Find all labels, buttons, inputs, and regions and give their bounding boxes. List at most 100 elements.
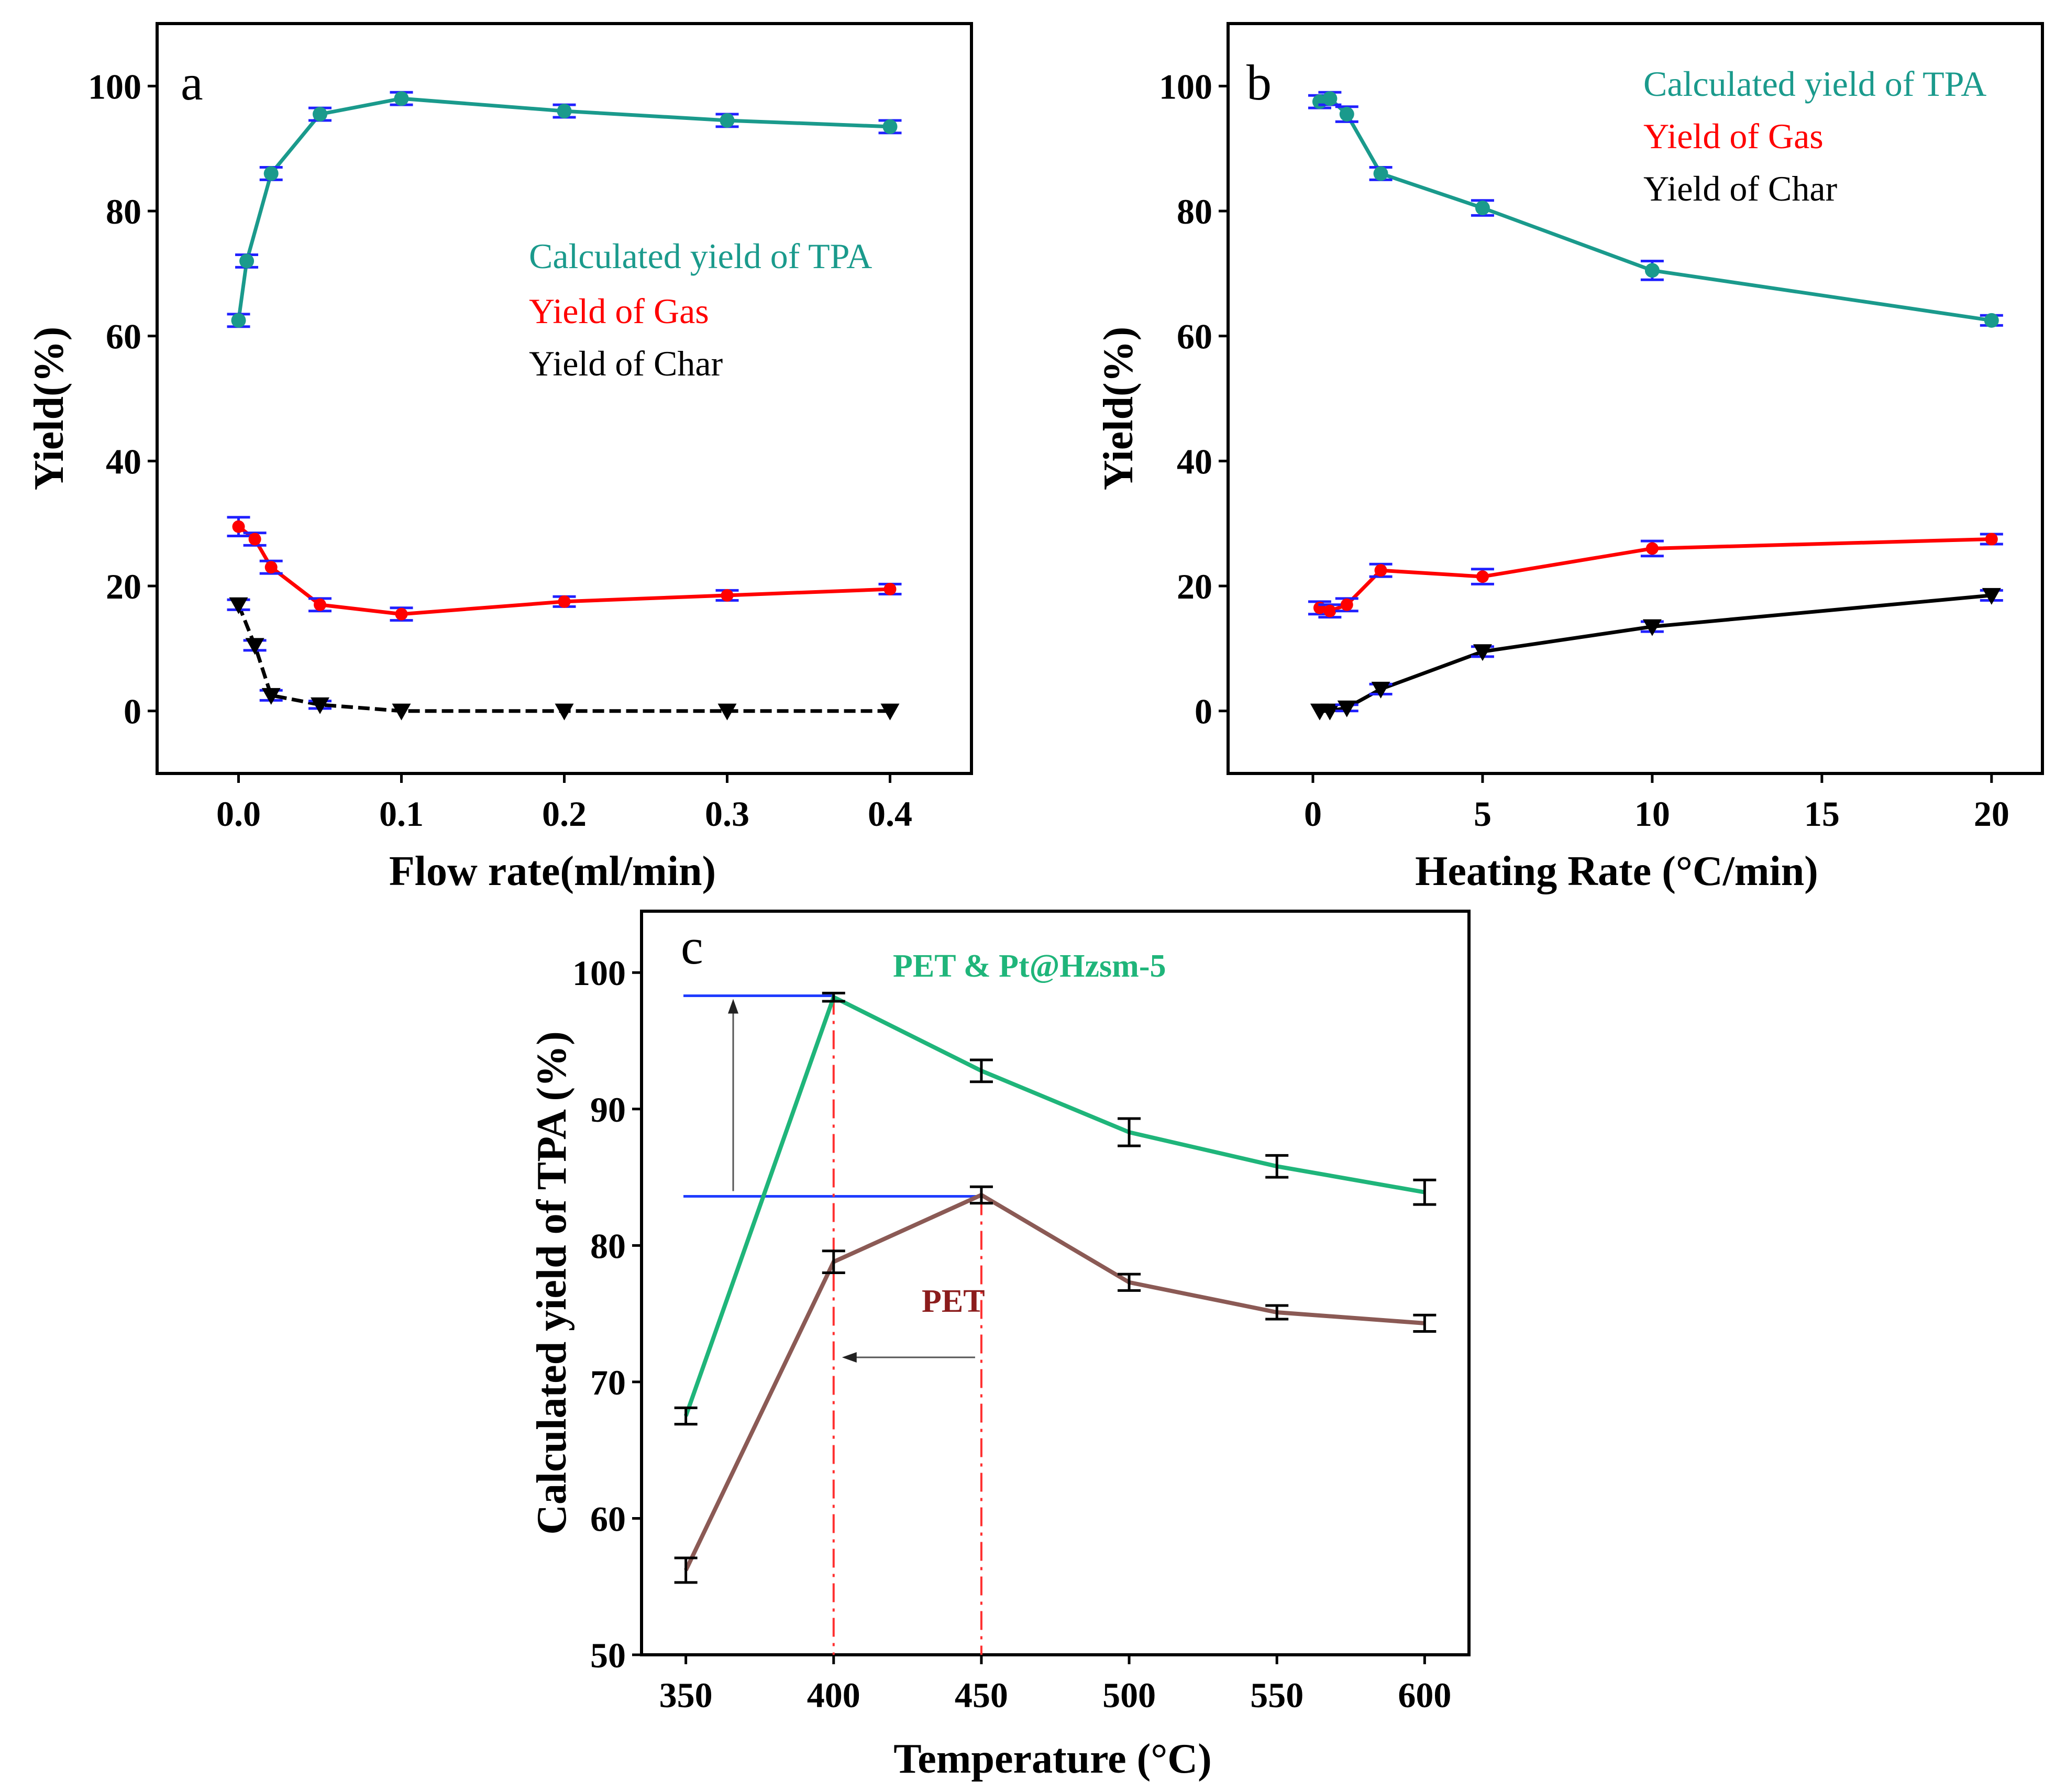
- y-tick-label: 60: [1177, 317, 1212, 357]
- data-point: [1374, 564, 1387, 577]
- data-point: [245, 638, 264, 655]
- panel-b-legend-gas: Yield of Gas: [1643, 116, 1824, 156]
- x-tick-label: 0.3: [705, 794, 749, 834]
- data-point: [311, 697, 329, 714]
- y-tick-label: 40: [1177, 441, 1212, 481]
- panel-b-series: [1308, 91, 2003, 721]
- panel-a-x-axis-title: Flow rate(ml/min): [389, 848, 716, 894]
- data-point: [313, 107, 327, 122]
- panel-c-reference-lines: [683, 994, 982, 1655]
- series-line: [237, 604, 890, 713]
- data-point: [248, 533, 261, 546]
- y-tick-label: 60: [106, 317, 141, 357]
- panel-b-legend-char: Yield of Char: [1643, 169, 1838, 208]
- panel-b-frame: [1227, 22, 2044, 775]
- x-tick-label: 400: [807, 1675, 860, 1715]
- y-tick-label: 20: [106, 567, 141, 606]
- y-tick-label: 0: [124, 692, 141, 732]
- y-tick-label: 40: [106, 441, 141, 481]
- panel-b-ticks: 0 5 10 15 20 0 20 40 60 80 100: [1159, 67, 2009, 834]
- panel-c-annotation-pet: PET: [922, 1284, 985, 1319]
- data-point: [1645, 542, 1659, 555]
- panel-b-legend: Calculated yield of TPA Yield of Gas Yie…: [1643, 64, 1986, 208]
- data-point: [882, 119, 898, 134]
- panel-a-letter: a: [181, 54, 203, 110]
- data-point: [1985, 533, 1998, 546]
- data-point: [1339, 107, 1354, 122]
- panel-a-y-axis-title: Yield(%): [26, 327, 72, 491]
- x-tick-label: 550: [1250, 1675, 1303, 1715]
- x-tick-label: 350: [659, 1675, 713, 1715]
- data-point: [314, 598, 326, 611]
- y-tick-label: 100: [572, 953, 626, 993]
- panel-a-legend-tpa: Calculated yield of TPA: [529, 236, 872, 276]
- x-tick-label: 0.2: [542, 794, 587, 834]
- x-tick-label: 0: [1304, 794, 1322, 834]
- data-point: [1323, 604, 1336, 617]
- data-point: [1322, 91, 1338, 106]
- panel-b-y-axis-title: Yield(%): [1096, 327, 1142, 491]
- panel-b-legend-tpa: Calculated yield of TPA: [1643, 64, 1986, 104]
- y-tick-label: 100: [1159, 67, 1212, 106]
- panel-c-frame: [640, 910, 1471, 1656]
- y-tick-label: 0: [1195, 692, 1212, 732]
- panel-b: 0 5 10 15 20 0 20 40 60 80 100 b Heating Rate (°C/…: [1096, 22, 2044, 894]
- panel-a-series: [227, 91, 902, 721]
- series-line: [683, 1192, 1425, 1572]
- panel-c-annotation-pet-pt: PET & Pt@Hzsm-5: [893, 948, 1166, 984]
- data-point: [1644, 263, 1660, 278]
- x-tick-label: 20: [1974, 794, 2009, 834]
- panel-b-letter: b: [1246, 54, 1272, 110]
- panel-c-letter: c: [681, 919, 703, 975]
- data-point: [1476, 570, 1489, 583]
- data-point: [558, 595, 571, 608]
- data-point: [394, 91, 409, 106]
- y-tick-label: 80: [590, 1226, 626, 1266]
- data-point: [1473, 644, 1492, 661]
- left-arrow-head-icon: [842, 1352, 857, 1363]
- data-point: [232, 520, 245, 533]
- panel-b-x-axis-title: Heating Rate (°C/min): [1415, 848, 1818, 894]
- y-tick-label: 80: [106, 192, 141, 231]
- data-point: [1373, 166, 1388, 181]
- up-arrow-head-icon: [728, 999, 738, 1014]
- y-tick-label: 20: [1177, 567, 1212, 606]
- x-tick-label: 450: [955, 1675, 1008, 1715]
- data-point: [263, 166, 279, 181]
- data-point: [395, 607, 408, 621]
- x-tick-label: 5: [1474, 794, 1492, 834]
- y-tick-label: 70: [590, 1363, 626, 1402]
- data-point: [1982, 588, 2001, 605]
- series-line: [1319, 593, 1992, 713]
- data-point: [1984, 313, 1999, 328]
- panel-a-legend-char: Yield of Char: [529, 344, 723, 383]
- panel-a-ticks: 0.0 0.1 0.2 0.3 0.4 0 20 40 60 80 100: [88, 67, 912, 834]
- panel-c-ticks: 350 400 450 500 550 600 50 60 70 80 90 100: [572, 953, 1451, 1715]
- data-point: [229, 597, 248, 614]
- x-tick-label: 0.1: [379, 794, 424, 834]
- x-tick-label: 10: [1634, 794, 1670, 834]
- series-line: [237, 96, 890, 321]
- data-point: [717, 703, 737, 721]
- data-point: [721, 589, 734, 602]
- data-point: [1475, 201, 1490, 216]
- y-tick-label: 100: [88, 67, 141, 106]
- panel-c-x-axis-title: Temperature (°C): [893, 1736, 1211, 1782]
- data-point: [264, 561, 278, 574]
- x-tick-label: 500: [1102, 1675, 1156, 1715]
- data-point: [1642, 619, 1662, 636]
- panel-c: 350 400 450 500 550 600 50 60 70 80 90 100 c PET & …: [529, 910, 1471, 1782]
- data-point: [555, 703, 574, 721]
- panel-a-legend: Calculated yield of TPA Yield of Gas Yie…: [529, 236, 872, 383]
- data-point: [720, 113, 735, 128]
- data-point: [880, 703, 900, 721]
- data-point: [261, 688, 281, 705]
- data-point: [1337, 700, 1356, 717]
- panel-a-frame: [156, 22, 973, 775]
- panel-a: 0.0 0.1 0.2 0.3 0.4 0 20 40 60 80 100 a Flow rate(…: [26, 22, 973, 894]
- data-point: [392, 703, 411, 721]
- data-point: [1340, 598, 1353, 611]
- data-point: [239, 253, 255, 269]
- y-tick-label: 60: [590, 1499, 626, 1539]
